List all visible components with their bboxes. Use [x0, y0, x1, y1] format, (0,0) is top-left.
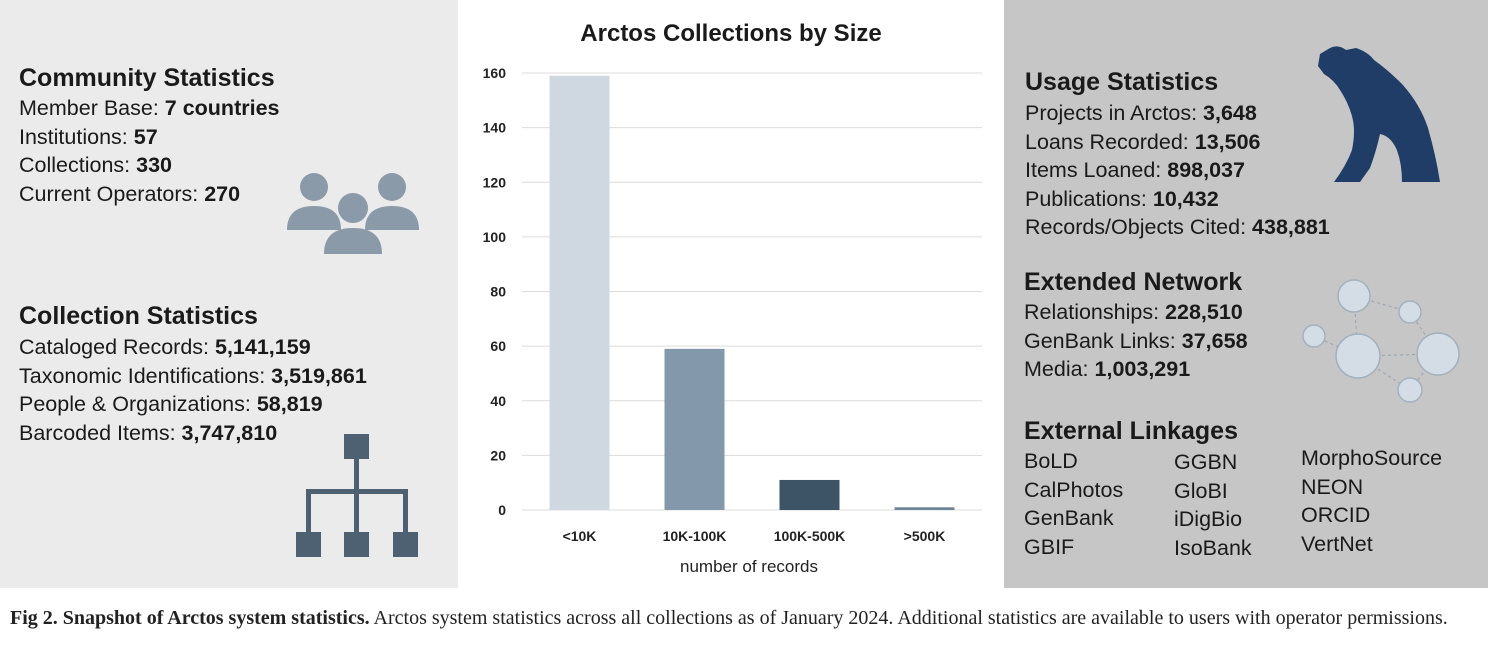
- collection-stats-list: Cataloged Records: 5,141,159 Taxonomic I…: [19, 333, 367, 447]
- y-tick-label: 40: [490, 393, 506, 409]
- x-tick-label: 10K-100K: [663, 528, 727, 544]
- linkages-column-2: GGBN GloBI iDigBio IsoBank: [1174, 448, 1252, 562]
- stat-publications: Publications: 10,432: [1025, 186, 1219, 211]
- usage-statistics-title: Usage Statistics: [1025, 68, 1219, 96]
- usage-stats-list: Projects in Arctos: 3,648 Loans Recorded…: [1025, 99, 1330, 242]
- figure-caption: Fig 2. Snapshot of Arctos system statist…: [10, 606, 1470, 631]
- linkage-item: BoLD: [1024, 449, 1078, 473]
- polar-bear-logo-icon: [1318, 46, 1440, 183]
- linkage-item: ORCID: [1301, 503, 1371, 528]
- stat-genbank-links: GenBank Links: 37,658: [1024, 328, 1248, 353]
- linkage-item: iDigBio: [1174, 507, 1243, 532]
- bar-2: [664, 348, 725, 510]
- y-tick-label: 20: [490, 447, 506, 463]
- community-collection-panel: Community Statistics Member Base: 7 coun…: [0, 0, 458, 588]
- stat-current-operators: Current Operators: 270: [19, 181, 241, 206]
- bar-1: [549, 75, 610, 510]
- stat-loans-recorded: Loans Recorded: 13,506: [1025, 129, 1261, 154]
- community-stats-list: Member Base: 7 countries Institutions: 5…: [19, 94, 279, 208]
- y-tick-label: 0: [498, 502, 506, 518]
- bar-4: [894, 507, 955, 510]
- stat-items-loaned: Items Loaned: 898,037: [1025, 158, 1245, 183]
- linkage-item: GBIF: [1024, 534, 1075, 559]
- stat-collections: Collections: 330: [19, 153, 172, 178]
- linkage-item: VertNet: [1301, 531, 1373, 556]
- stat-people-organizations: People & Organizations: 58,819: [19, 392, 323, 417]
- x-axis-label: number of records: [680, 557, 818, 576]
- people-group-icon: [287, 173, 419, 254]
- stat-records-cited: Records/Objects Cited: 438,881: [1025, 215, 1330, 240]
- stat-member-base: Member Base: 7 countries: [19, 96, 280, 120]
- stat-cataloged-records: Cataloged Records: 5,141,159: [19, 335, 311, 359]
- external-linkages-title: External Linkages: [1024, 417, 1238, 445]
- x-tick-label: <10K: [563, 528, 597, 544]
- collection-statistics-title: Collection Statistics: [19, 302, 258, 330]
- stat-barcoded-items: Barcoded Items: 3,747,810: [19, 420, 278, 445]
- linkages-column-1: BoLD CalPhotos GenBank GBIF: [1024, 447, 1123, 561]
- y-tick-label: 120: [483, 174, 507, 190]
- linkage-item: MorphoSource: [1301, 446, 1443, 470]
- stat-media: Media: 1,003,291: [1024, 357, 1191, 382]
- y-tick-label: 60: [490, 338, 506, 354]
- stat-relationships: Relationships: 228,510: [1024, 300, 1243, 324]
- extended-network-title: Extended Network: [1024, 268, 1243, 296]
- y-tick-label: 80: [490, 284, 506, 300]
- y-tick-label: 140: [483, 120, 507, 136]
- chart-title: Arctos Collections by Size: [580, 20, 882, 47]
- community-statistics-title: Community Statistics: [19, 64, 275, 92]
- linkage-item: CalPhotos: [1024, 477, 1124, 502]
- bar-chart: 0 20 40 60 80 100 120 140 160 <10K 10K-100K 100K-50…: [483, 65, 982, 576]
- linkages-column-3: MorphoSource NEON ORCID VertNet: [1301, 444, 1442, 558]
- x-tick-label: >500K: [904, 528, 946, 544]
- linkage-item: NEON: [1301, 474, 1364, 499]
- y-tick-label: 160: [483, 65, 507, 81]
- x-tick-label: 100K-500K: [774, 528, 846, 544]
- linkage-item: GGBN: [1174, 450, 1238, 474]
- bar-3: [779, 479, 840, 510]
- stat-projects: Projects in Arctos: 3,648: [1025, 101, 1257, 125]
- usage-network-panel: Usage Statistics Projects in Arctos: 3,6…: [1004, 0, 1488, 588]
- network-nodes-icon: [1302, 279, 1460, 403]
- network-stats-list: Relationships: 228,510 GenBank Links: 37…: [1024, 298, 1248, 384]
- stat-taxonomic-identifications: Taxonomic Identifications: 3,519,861: [19, 363, 367, 388]
- chart-panel: Arctos Collections by Size 0 20 40 60 80 100 1…: [458, 0, 1004, 588]
- linkage-item: IsoBank: [1174, 535, 1252, 560]
- caption-text: Arctos system statistics across all coll…: [369, 607, 1448, 629]
- stat-institutions: Institutions: 57: [19, 124, 158, 149]
- linkage-item: GenBank: [1024, 506, 1114, 531]
- hierarchy-icon: [296, 434, 418, 557]
- linkage-item: GloBI: [1174, 478, 1228, 503]
- y-tick-label: 100: [483, 229, 507, 245]
- caption-label: Fig 2. Snapshot of Arctos system statist…: [10, 607, 370, 629]
